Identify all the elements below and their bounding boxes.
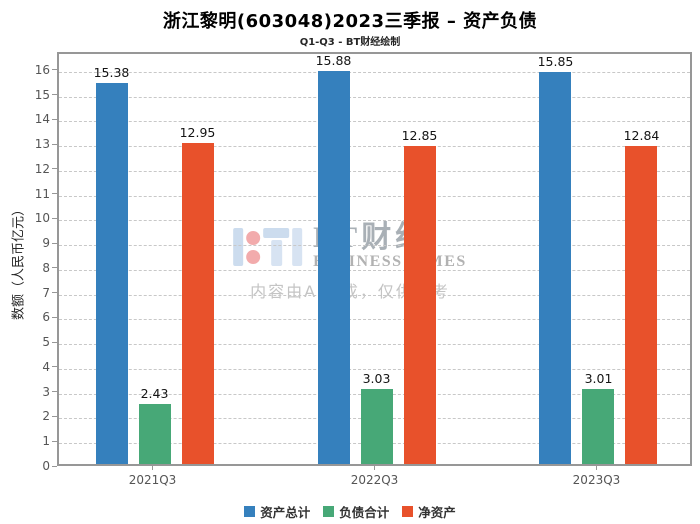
y-tick-label: 5: [42, 335, 50, 350]
x-tick-mark: [595, 465, 597, 470]
y-tick-mark: [52, 316, 57, 318]
bar-value-label: 15.38: [93, 65, 130, 81]
legend-swatch: [323, 506, 335, 517]
y-tick-label: 10: [34, 211, 50, 226]
y-tick-label: 1: [42, 434, 50, 449]
gridline: [59, 245, 690, 247]
bar-资产总计-2023Q3: [539, 71, 572, 464]
legend-swatch: [402, 506, 414, 517]
y-tick-label: 8: [42, 260, 50, 275]
logo-bar-left: [233, 228, 244, 266]
bar-净资产-2021Q3: [181, 143, 214, 464]
y-tick-label: 6: [42, 310, 50, 325]
y-tick-mark: [52, 366, 57, 368]
y-tick-mark: [52, 292, 57, 294]
legend-label: 负债合计: [339, 505, 390, 520]
gridline: [59, 269, 690, 271]
y-tick-mark: [52, 267, 57, 269]
gridline: [59, 71, 690, 73]
y-tick-label: 2: [42, 409, 50, 424]
bar-value-label: 3.01: [584, 371, 613, 387]
x-tick-label: 2023Q3: [572, 473, 621, 487]
gridline: [59, 220, 690, 222]
chart-title: 浙江黎明(603048)2023三季报 – 资产负债: [162, 11, 538, 32]
legend-item-净资产: 净资产: [402, 502, 456, 521]
y-tick-mark: [52, 193, 57, 195]
y-tick-label: 11: [34, 186, 50, 201]
legend-swatch: [244, 506, 256, 517]
logo-bar-right: [292, 228, 303, 266]
x-tick-label: 2022Q3: [350, 473, 399, 487]
y-tick-label: 3: [42, 384, 50, 399]
gridline: [59, 344, 690, 346]
logo-dots: [246, 228, 261, 264]
legend: 资产总计 负债合计 净资产: [0, 502, 700, 521]
y-tick-mark: [52, 118, 57, 120]
legend-item-负债合计: 负债合计: [323, 502, 389, 521]
y-tick-mark: [52, 69, 57, 71]
gridline: [59, 294, 690, 296]
logo-t-shape: [263, 228, 290, 266]
y-tick-label: 12: [34, 161, 50, 176]
y-tick-label: 16: [34, 62, 50, 77]
bar-负债合计-2021Q3: [138, 403, 171, 464]
y-tick-label: 7: [42, 285, 50, 300]
bar-负债合计-2023Q3: [582, 389, 615, 464]
y-tick-mark: [52, 217, 57, 219]
bar-value-label: 2.43: [140, 385, 169, 401]
bar-value-label: 15.85: [537, 53, 574, 69]
bar-value-label: 12.95: [179, 125, 216, 141]
bt-finance-logo-icon: [233, 226, 303, 268]
gridline: [59, 319, 690, 321]
bar-value-label: 15.88: [315, 52, 352, 68]
gridline: [59, 195, 690, 197]
y-tick-mark: [52, 168, 57, 170]
y-tick-mark: [52, 440, 57, 442]
x-tick-label: 2021Q3: [128, 473, 177, 487]
y-tick-mark: [52, 242, 57, 244]
gridline: [59, 368, 690, 370]
y-tick-mark: [52, 143, 57, 145]
y-tick-mark: [52, 415, 57, 417]
y-tick-label: 15: [34, 87, 50, 102]
chart-subtitle: Q1-Q3 - BT财经绘制: [299, 37, 401, 48]
bar-value-label: 3.03: [362, 370, 391, 386]
gridline: [59, 121, 690, 123]
y-tick-label: 9: [42, 236, 50, 251]
x-tick-mark: [152, 465, 153, 470]
y-tick-mark: [52, 391, 57, 393]
bar-value-label: 12.84: [623, 128, 660, 144]
legend-item-资产总计: 资产总计: [244, 502, 310, 521]
bar-净资产-2023Q3: [625, 146, 658, 464]
gridline: [59, 170, 690, 172]
x-tick-mark: [374, 465, 375, 470]
legend-label: 资产总计: [260, 505, 311, 520]
bar-净资产-2022Q3: [403, 145, 436, 464]
legend-label: 净资产: [418, 505, 456, 520]
bar-value-label: 12.85: [401, 127, 438, 143]
y-tick-label: 0: [42, 459, 50, 473]
bar-资产总计-2022Q3: [317, 70, 350, 464]
y-tick-label: 14: [34, 112, 50, 127]
y-tick-mark: [52, 94, 57, 96]
bar-负债合计-2022Q3: [360, 388, 393, 464]
plot-area: 15.38 15.88 15.85 2.43 3.03 3.01 12.95 12.85 12.…: [57, 52, 692, 466]
gridline: [59, 96, 690, 98]
bar-资产总计-2021Q3: [95, 83, 128, 464]
y-tick-label: 4: [42, 359, 50, 374]
y-tick-mark: [52, 341, 57, 343]
y-tick-mark: [52, 465, 57, 467]
y-tick-label: 13: [34, 137, 50, 152]
gridline: [59, 146, 690, 148]
